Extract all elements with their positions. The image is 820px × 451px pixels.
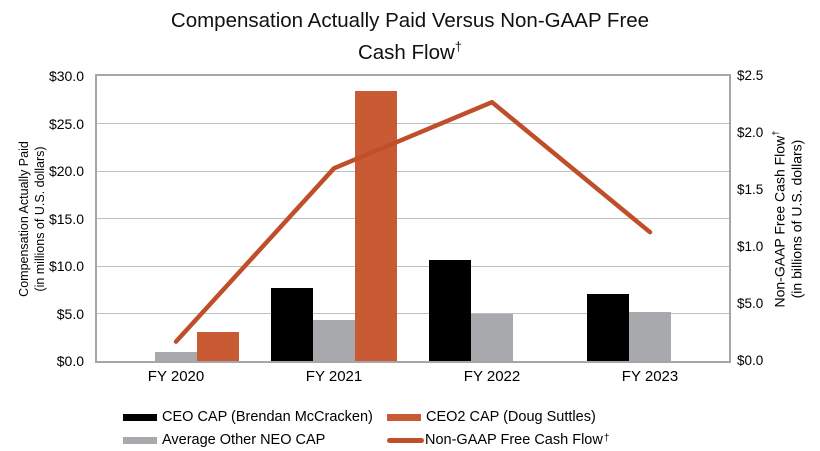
right-axis-tick-label: $1.0 (737, 239, 764, 254)
dagger-footnote-marker: † (454, 39, 463, 54)
x-axis-label: FY 2022 (463, 368, 521, 385)
legend-swatch-fcf-line (387, 437, 424, 443)
x-axis-label: FY 2023 (621, 368, 679, 385)
legend-label: CEO CAP (Brendan McCracken) (162, 409, 373, 425)
legend-swatch-ceo2-cap (387, 413, 421, 421)
dagger-footnote-marker: † (603, 432, 610, 444)
legend-label: CEO2 CAP (Doug Suttles) (426, 409, 596, 425)
legend-item-ceo-cap: CEO CAP (Brendan McCracken) (123, 408, 374, 426)
left-axis-tick-label: $0.0 (56, 353, 84, 369)
legend-swatch-ceo-cap (123, 413, 157, 421)
legend-item-ceo2-cap: CEO2 CAP (Doug Suttles) (387, 408, 597, 426)
legend-item-fcf-line: Non-GAAP Free Cash Flow † (387, 431, 609, 449)
legend-label: Average Other NEO CAP (162, 432, 326, 448)
right-axis-tick-label: $2.0 (737, 125, 764, 140)
left-axis-tick-label: $5.0 (56, 305, 84, 322)
right-axis-tick-label: $1.5 (737, 182, 764, 197)
chart-title: Compensation Actually Paid Versus Non-GA… (0, 8, 820, 66)
legend-label: Non-GAAP Free Cash Flow (425, 432, 603, 448)
chart-title-line2: Cash Flow† (357, 39, 463, 64)
left-axis-tick-label: $15.0 (48, 210, 84, 227)
left-axis-tick-label: $20.0 (48, 163, 84, 179)
chart-title-line1: Compensation Actually Paid Versus Non-GA… (170, 9, 650, 32)
legend-swatch-avg-neo-cap (123, 436, 157, 444)
right-axis-tick-label: $0.0 (737, 353, 764, 368)
plot-area (95, 74, 731, 363)
right-axis-tick-label: $2.5 (737, 68, 764, 83)
x-axis-label: FY 2020 (147, 368, 205, 385)
left-axis-tick-label: $10.0 (48, 258, 84, 274)
right-axis-tick-label: $5.0 (737, 296, 764, 311)
legend-item-avg-neo-cap: Average Other NEO CAP (123, 431, 326, 449)
left-axis-tick-label: $25.0 (48, 115, 84, 132)
left-axis-tick-label: $30.0 (48, 68, 84, 84)
bar-avg-neo-cap-fy-2020 (155, 351, 197, 361)
x-axis-label: FY 2021 (305, 368, 363, 385)
